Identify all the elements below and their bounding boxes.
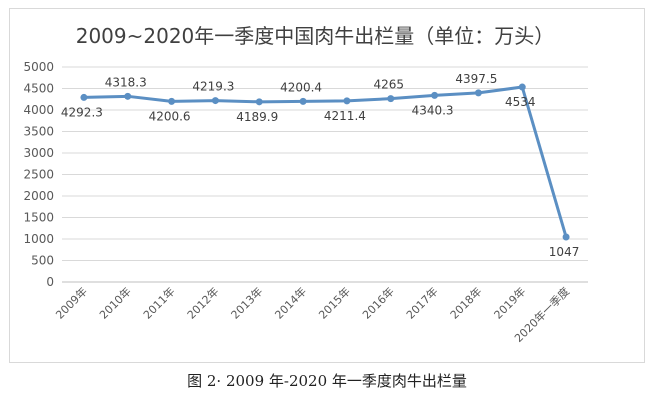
y-tick-label: 2500 [23,168,54,182]
data-point [431,91,439,99]
data-point [168,97,176,105]
x-tick-label: 2016年 [359,284,396,321]
x-tick-label: 2019年 [491,284,528,321]
y-tick-label: 1500 [23,211,54,225]
y-tick-label: 2000 [23,189,54,203]
x-tick-label: 2018年 [447,284,484,321]
data-labels: 4292.3 4318.3 4200.6 4219.3 4189.9 4200.4 4211… [61,72,579,259]
series-line [83,85,568,238]
chart-title: 2009~2020年一季度中国肉牛出栏量（单位：万头） [76,24,555,48]
data-label: 1047 [549,245,580,259]
data-label: 4189.9 [236,110,278,124]
data-point [518,83,526,91]
y-tick-label: 500 [31,254,54,268]
data-label: 4397.5 [455,72,497,86]
data-point [562,233,570,241]
data-point [124,92,132,100]
x-tick-label: 2013年 [228,284,265,321]
x-tick-label: 2009年 [53,284,90,321]
y-tick-label: 3500 [23,125,54,139]
data-label: 4534 [505,95,536,109]
data-point [211,97,219,105]
data-point [299,97,307,105]
data-label: 4200.6 [149,109,191,123]
data-label: 4318.3 [105,75,147,89]
y-tick-label: 5000 [23,60,54,74]
x-tick-label: 2011年 [140,284,177,321]
data-point [474,89,482,97]
data-point [343,97,351,105]
y-tick-label: 3000 [23,146,54,160]
y-tick-label: 1000 [23,232,54,246]
data-label: 4292.3 [61,105,103,119]
data-point [80,93,88,101]
x-tick-label: 2012年 [184,284,221,321]
data-label: 4200.4 [280,80,322,94]
data-label: 4219.3 [192,80,234,94]
data-label: 4340.3 [412,103,454,117]
y-tick-label: 0 [46,275,54,289]
data-point [387,95,395,103]
data-label: 4211.4 [324,109,366,123]
x-tick-label: 2017年 [403,284,440,321]
y-tick-label: 4000 [23,103,54,117]
figure-caption: 图 2· 2009 年-2020 年一季度肉牛出栏量 [187,372,467,390]
x-tick-label: 2014年 [272,284,309,321]
line-chart: 2009~2020年一季度中国肉牛出栏量（单位：万头） 0 500 1000 1500… [23,24,588,345]
data-point [255,98,263,106]
series [80,83,570,241]
x-tick-label: 2015年 [316,284,353,321]
data-label: 4265 [373,78,404,92]
y-tick-label: 4500 [23,82,54,96]
x-tick-label: 2010年 [96,284,133,321]
gridlines [62,66,588,283]
